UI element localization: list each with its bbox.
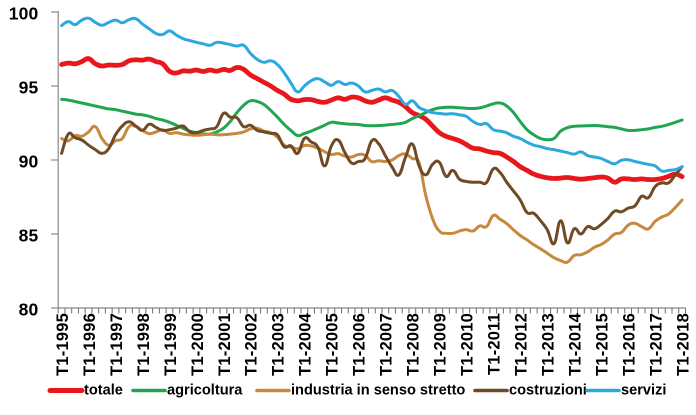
svg-text:T1-2018: T1-2018 <box>674 313 692 376</box>
svg-text:T1-2003: T1-2003 <box>270 313 288 376</box>
svg-text:T1-2002: T1-2002 <box>243 313 261 376</box>
svg-text:T1-2014: T1-2014 <box>567 312 585 375</box>
svg-text:95: 95 <box>19 77 39 97</box>
svg-text:T1-1996: T1-1996 <box>81 313 99 376</box>
svg-text:T1-2006: T1-2006 <box>351 313 369 376</box>
svg-text:T1-1995: T1-1995 <box>54 313 72 376</box>
svg-text:T1-2012: T1-2012 <box>513 313 531 376</box>
svg-text:T1-2013: T1-2013 <box>540 313 558 376</box>
svg-text:T1-2008: T1-2008 <box>405 313 423 376</box>
svg-text:T1-2015: T1-2015 <box>594 313 612 376</box>
svg-text:industria in senso stretto: industria in senso stretto <box>291 383 465 399</box>
svg-text:T1-2010: T1-2010 <box>459 313 477 376</box>
svg-text:T1-2000: T1-2000 <box>189 313 207 376</box>
svg-text:100: 100 <box>9 3 39 23</box>
svg-text:T1-1999: T1-1999 <box>162 313 180 376</box>
svg-text:T1-2016: T1-2016 <box>621 313 639 376</box>
svg-text:90: 90 <box>19 151 39 171</box>
svg-text:T1-2009: T1-2009 <box>432 313 450 376</box>
svg-text:agricoltura: agricoltura <box>167 383 243 399</box>
svg-text:80: 80 <box>19 299 39 319</box>
svg-text:T1-2017: T1-2017 <box>647 313 665 376</box>
svg-text:T1-2001: T1-2001 <box>216 313 234 376</box>
svg-text:T1-2011: T1-2011 <box>486 313 504 375</box>
svg-text:totale: totale <box>84 383 123 399</box>
svg-text:T1-2005: T1-2005 <box>324 313 342 376</box>
svg-text:T1-1997: T1-1997 <box>108 313 126 376</box>
svg-text:costruzioni: costruzioni <box>509 383 587 399</box>
svg-text:T1-2004: T1-2004 <box>297 312 315 375</box>
svg-text:85: 85 <box>19 225 39 245</box>
svg-text:T1-1998: T1-1998 <box>135 313 153 376</box>
svg-text:T1-2007: T1-2007 <box>378 313 396 376</box>
svg-text:servizi: servizi <box>621 383 666 399</box>
